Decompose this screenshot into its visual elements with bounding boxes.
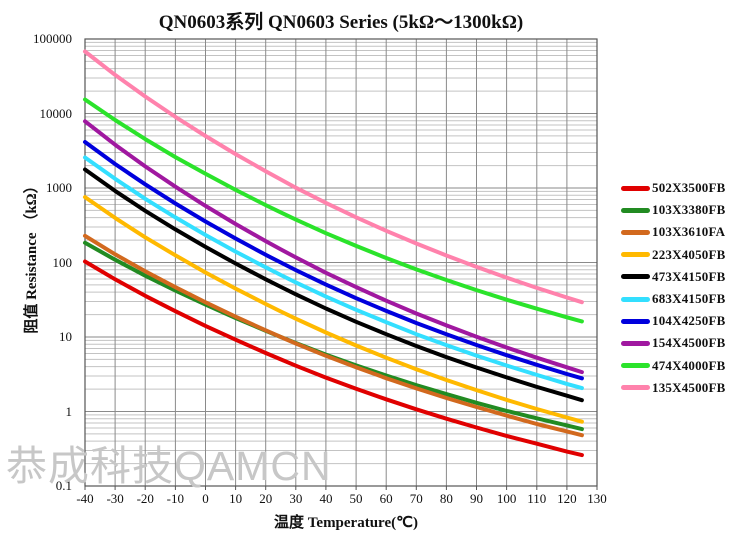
curve-104X4250FB bbox=[83, 140, 584, 381]
x-tick-label: 30 bbox=[289, 491, 303, 506]
y-tick-label: 1 bbox=[65, 403, 73, 419]
x-tick-label: -40 bbox=[76, 491, 94, 506]
legend-swatch-icon bbox=[621, 363, 650, 369]
legend-item: 154X4500FB bbox=[621, 332, 726, 354]
x-tick-label: -10 bbox=[166, 491, 185, 506]
x-tick-label: 50 bbox=[349, 491, 363, 506]
x-tick-label: 100 bbox=[496, 491, 517, 506]
chart-title: QN0603系列 QN0603 Series (5kΩ～1300kΩ) bbox=[158, 12, 524, 33]
x-tick-label: 120 bbox=[557, 491, 577, 506]
legend: 502X3500FB 103X3380FB 103X3610FA 223X4050FB… bbox=[621, 177, 726, 399]
x-tick-label: 80 bbox=[439, 491, 453, 506]
x-tick-label: -20 bbox=[136, 491, 154, 506]
legend-label: 103X3610FA bbox=[652, 224, 726, 240]
y-tick-label: 1000 bbox=[46, 180, 72, 195]
legend-label: 473X4150FB bbox=[652, 268, 726, 284]
curve-135X4500FB bbox=[83, 49, 584, 305]
legend-label: 683X4150FB bbox=[652, 291, 726, 307]
x-tick-label: 20 bbox=[259, 491, 273, 506]
legend-swatch-icon bbox=[621, 229, 650, 235]
y-tick-label: 0.1 bbox=[55, 478, 72, 493]
legend-label: 154X4500FB bbox=[652, 335, 726, 351]
legend-swatch-icon bbox=[621, 340, 650, 346]
x-tick-label: 40 bbox=[319, 491, 333, 506]
x-tick-label: 10 bbox=[229, 491, 243, 506]
legend-item: 135X4500FB bbox=[621, 377, 726, 399]
legend-item: 502X3500FB bbox=[621, 177, 726, 199]
x-tick-label: 60 bbox=[379, 491, 393, 506]
y-tick-label: 10000 bbox=[39, 105, 73, 121]
legend-label: 104X4250FB bbox=[652, 313, 726, 329]
legend-label: 135X4500FB bbox=[652, 379, 726, 395]
watermark: 恭成科技QAMCN bbox=[6, 443, 332, 489]
legend-swatch-icon bbox=[621, 385, 650, 391]
y-tick-label: 100000 bbox=[33, 31, 72, 46]
y-tick-label: 100 bbox=[52, 254, 73, 270]
legend-label: 103X3380FB bbox=[652, 202, 726, 218]
x-axis-title: 温度 Temperature(℃) bbox=[274, 515, 418, 531]
curve-103X3610FA bbox=[83, 233, 584, 438]
legend-swatch-icon bbox=[621, 185, 650, 191]
curve-473X4150FB bbox=[83, 167, 584, 403]
x-tick-label: 90 bbox=[470, 491, 484, 506]
curve-154X4500FB bbox=[83, 119, 584, 375]
legend-item: 104X4250FB bbox=[621, 310, 726, 332]
x-tick-label: 130 bbox=[587, 491, 607, 506]
legend-swatch-icon bbox=[621, 252, 650, 258]
legend-swatch-icon bbox=[621, 296, 650, 302]
curve-683X4150FB bbox=[83, 155, 584, 391]
x-tick-label: 0 bbox=[202, 491, 209, 506]
legend-swatch-icon bbox=[621, 207, 650, 213]
legend-label: 223X4050FB bbox=[652, 246, 726, 262]
x-tick-label: 110 bbox=[527, 491, 547, 506]
legend-swatch-icon bbox=[621, 274, 650, 280]
legend-swatch-icon bbox=[621, 318, 650, 324]
legend-item: 683X4150FB bbox=[621, 288, 726, 310]
legend-item: 474X4000FB bbox=[621, 355, 726, 377]
y-tick-label: 10 bbox=[59, 329, 72, 344]
curve-223X4050FB bbox=[83, 195, 584, 424]
x-tick-label: -30 bbox=[106, 491, 124, 506]
legend-item: 223X4050FB bbox=[621, 244, 726, 266]
legend-item: 473X4150FB bbox=[621, 266, 726, 288]
legend-item: 103X3610FA bbox=[621, 221, 726, 243]
legend-label: 474X4000FB bbox=[652, 357, 726, 373]
legend-item: 103X3380FB bbox=[621, 199, 726, 221]
x-tick-label: 70 bbox=[409, 491, 423, 506]
legend-label: 502X3500FB bbox=[652, 180, 726, 196]
curve-502X3500FB bbox=[83, 259, 584, 458]
curve-474X4000FB bbox=[83, 97, 584, 324]
